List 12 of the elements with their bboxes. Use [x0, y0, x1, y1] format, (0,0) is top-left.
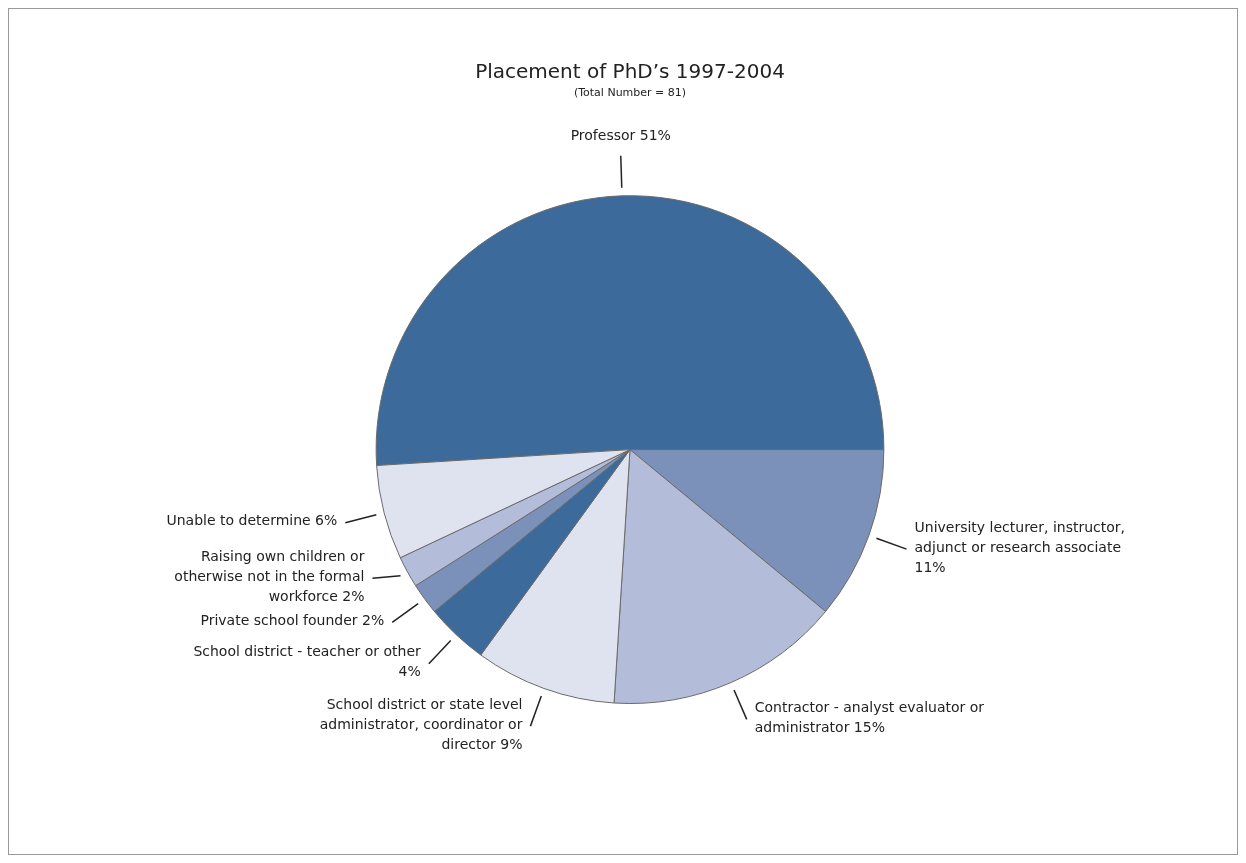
- slice-label: Unable to determine 6%: [166, 512, 338, 529]
- slice-label: University lecturer, instructor, adjunct or research associate: [914, 518, 1126, 555]
- chart-title: Placement of PhD’s 1997-2004: [475, 59, 785, 84]
- slice-label: Private school founder 2%: [200, 611, 385, 628]
- data-label: 11%: [914, 558, 946, 575]
- slice-label: School district - teacher or other: [193, 643, 422, 660]
- slice-label: School district or state level administrator, coordinator or director 9%: [319, 695, 523, 752]
- slice-label: Raising own children or otherwise not in the formal workforce 2%: [174, 547, 365, 604]
- chart-subtitle: (Total Number = 81): [573, 86, 687, 100]
- slice-label: Professor 51%: [570, 127, 671, 144]
- slice-label: Contractor - analyst evaluator or administrator 15%: [754, 698, 985, 735]
- data-label: 4%: [398, 663, 421, 680]
